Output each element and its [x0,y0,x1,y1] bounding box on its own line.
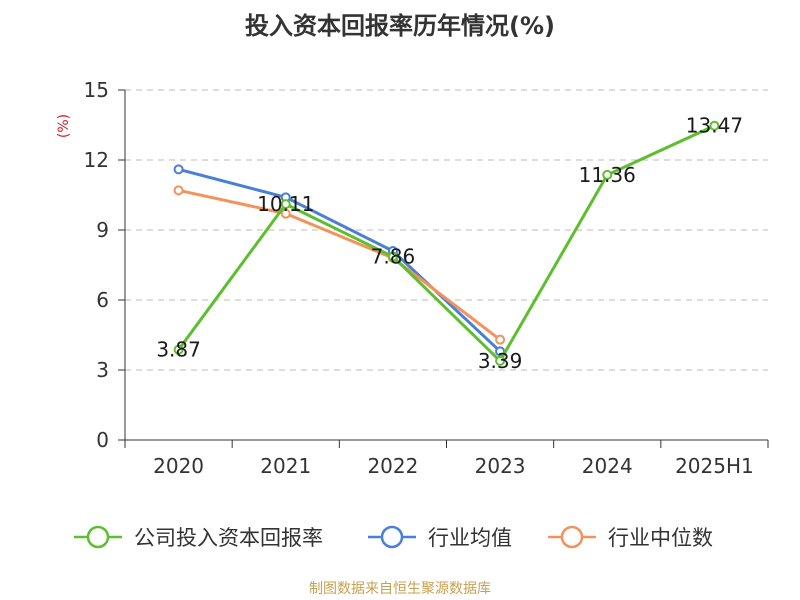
x-tick-label: 2022 [367,454,418,478]
y-tick-label: 15 [84,78,109,102]
x-tick-label: 2025H1 [675,454,754,478]
data-label: 13.47 [686,114,743,138]
y-tick-label: 12 [84,148,109,172]
data-point [495,355,506,366]
data-point [495,334,506,345]
series-line [178,167,502,353]
data-point [173,185,184,196]
data-point [280,208,291,219]
y-axis-unit: (%) [56,114,72,138]
data-label: 3.39 [478,349,523,373]
x-tick-label: 2023 [475,454,526,478]
legend-marker [560,525,584,549]
x-tick-label: 2021 [260,454,311,478]
data-point [173,344,184,355]
y-tick-label: 6 [96,288,109,312]
data-point [173,164,184,175]
data-labels: 3.87 10.11 7.86 3.39 11.36 13.47 [156,114,743,373]
grid-lines [125,89,768,371]
source-note: 制图数据来自恒生聚源数据库 [309,581,491,597]
x-tick-label: 2024 [582,454,633,478]
legend-label: 公司投入资本回报率 [134,526,323,550]
data-point [602,169,613,180]
series-line [177,124,716,363]
chart-title: 投入资本回报率历年情况(%) [245,12,555,40]
series-lines [173,120,720,366]
data-label: 7.86 [371,245,416,269]
data-label: 11.36 [579,163,636,187]
legend-marker [86,525,110,549]
data-label: 10.11 [257,192,314,216]
data-label: 3.87 [156,338,201,362]
data-point [709,120,720,131]
legend-label: 行业中位数 [608,526,713,550]
y-tick-label: 9 [96,218,109,242]
y-tick-label: 0 [96,428,109,452]
axes [118,89,769,448]
y-tick-label: 3 [96,358,109,382]
legend-label: 行业均值 [428,526,512,550]
data-point [387,251,398,262]
series-line [178,188,501,341]
legend: 公司投入资本回报率 行业均值 行业中位数 [74,525,713,550]
legend-marker [380,525,404,549]
x-tick-label: 2020 [153,454,204,478]
tick-labels: 0 3 6 9 12 15 2020 2021 2022 2023 2024 2025H1 (%) [56,78,754,478]
data-point [280,199,291,210]
